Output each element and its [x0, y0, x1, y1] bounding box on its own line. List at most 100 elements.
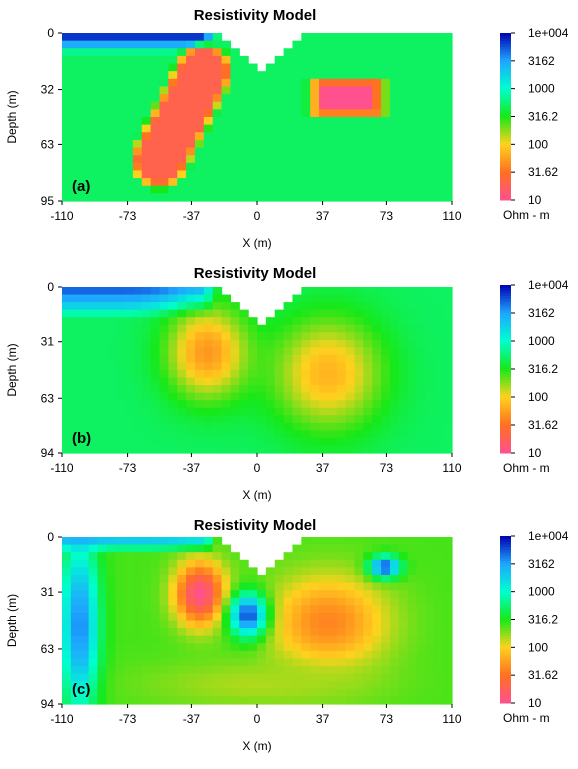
heatmap-cell: [381, 71, 391, 80]
colorbar-swatch: [500, 169, 511, 173]
heatmap-cell: [106, 155, 116, 164]
colorbar-tick-label: 3162: [528, 54, 555, 68]
heatmap-cell: [319, 317, 329, 326]
heatmap-cell: [443, 33, 453, 42]
heatmap-cell: [327, 370, 338, 379]
x-tick-label: 0: [254, 712, 261, 726]
heatmap-cell: [372, 377, 382, 386]
heatmap-cell: [301, 317, 311, 326]
heatmap-cell: [159, 567, 169, 576]
heatmap-cell: [97, 415, 107, 424]
heatmap-cell: [177, 688, 187, 698]
colorbar-swatch: [500, 91, 511, 95]
heatmap-cell: [416, 71, 427, 80]
heatmap-cell: [319, 155, 329, 164]
heatmap-cell: [354, 78, 364, 88]
colorbar-swatch: [500, 616, 511, 620]
heatmap-cell: [345, 193, 356, 202]
chart-title: Resistivity Model: [194, 517, 317, 534]
heatmap-cell: [345, 612, 356, 622]
heatmap-cell: [425, 628, 435, 637]
heatmap-cell: [124, 170, 134, 179]
colorbar-swatch: [500, 304, 511, 308]
heatmap-cell: [310, 147, 320, 156]
heatmap-cell: [221, 40, 232, 49]
heatmap-cell: [443, 332, 453, 341]
heatmap-cell: [132, 162, 143, 172]
heatmap-cell: [336, 544, 347, 553]
heatmap-cell: [150, 681, 161, 690]
heatmap-cell: [177, 294, 187, 303]
heatmap-cell: [425, 407, 435, 416]
heatmap-cell: [292, 139, 302, 149]
heatmap-cell: [425, 48, 435, 57]
heatmap-cell: [372, 635, 382, 644]
heatmap-cell: [221, 86, 232, 95]
heatmap-cell: [97, 347, 107, 356]
heatmap-cell: [168, 78, 178, 88]
colorbar-swatch: [500, 197, 511, 201]
heatmap-cell: [354, 415, 364, 424]
heatmap-cell: [159, 33, 169, 42]
y-tick-label: 95: [41, 194, 55, 208]
heatmap-cell: [283, 339, 294, 348]
heatmap-cell: [292, 377, 302, 386]
heatmap-cell: [168, 590, 178, 599]
colorbar-swatch: [500, 147, 511, 151]
heatmap-cell: [283, 377, 294, 386]
heatmap-cell: [283, 559, 294, 568]
heatmap-cell: [132, 347, 143, 356]
heatmap-cell: [354, 658, 364, 667]
heatmap-cell: [327, 124, 338, 133]
heatmap-cell: [150, 590, 161, 599]
heatmap-cell: [168, 317, 178, 326]
y-tick-label: 0: [47, 26, 54, 40]
heatmap-cell: [248, 567, 258, 576]
heatmap-cell: [186, 650, 196, 660]
heatmap-cell: [265, 430, 276, 439]
colorbar-swatch: [500, 335, 511, 339]
heatmap-cell: [159, 574, 169, 584]
heatmap-cell: [239, 132, 249, 141]
heatmap-cell: [221, 415, 232, 424]
heatmap-cell: [363, 86, 373, 95]
heatmap-cell: [389, 78, 400, 88]
heatmap-cell: [194, 537, 205, 546]
heatmap-cell: [203, 590, 214, 599]
heatmap-cell: [212, 86, 223, 95]
heatmap-cell: [194, 63, 205, 72]
heatmap-cell: [389, 415, 400, 424]
heatmap-cell: [106, 696, 116, 705]
heatmap-cell: [203, 55, 214, 65]
heatmap-cell: [283, 567, 294, 576]
heatmap-cell: [62, 332, 72, 341]
heatmap-cell: [327, 132, 338, 141]
heatmap-cell: [292, 109, 302, 118]
heatmap-cell: [407, 650, 418, 660]
heatmap-cell: [212, 430, 223, 439]
colorbar-swatch: [500, 538, 511, 543]
heatmap-cell: [221, 445, 232, 454]
heatmap-cell: [221, 400, 232, 409]
heatmap-cell: [398, 55, 409, 65]
heatmap-cell: [221, 430, 232, 439]
heatmap-cell: [336, 317, 347, 326]
heatmap-cell: [159, 635, 169, 644]
heatmap-cell: [194, 688, 205, 698]
x-tick-label: -73: [119, 461, 137, 475]
heatmap-cell: [159, 347, 169, 356]
heatmap-cell: [212, 33, 223, 42]
heatmap-cell: [319, 415, 329, 424]
heatmap-cell: [292, 317, 302, 326]
heatmap-cell: [265, 155, 276, 164]
heatmap-cell: [150, 78, 161, 88]
heatmap-cell: [88, 559, 99, 568]
heatmap-cell: [292, 635, 302, 644]
heatmap-cell: [115, 109, 125, 118]
heatmap-cell: [389, 430, 400, 439]
heatmap-cell: [265, 78, 276, 88]
heatmap-cell: [354, 40, 364, 49]
heatmap-cell: [106, 339, 116, 348]
heatmap-cell: [381, 559, 391, 568]
heatmap-cell: [319, 582, 329, 591]
